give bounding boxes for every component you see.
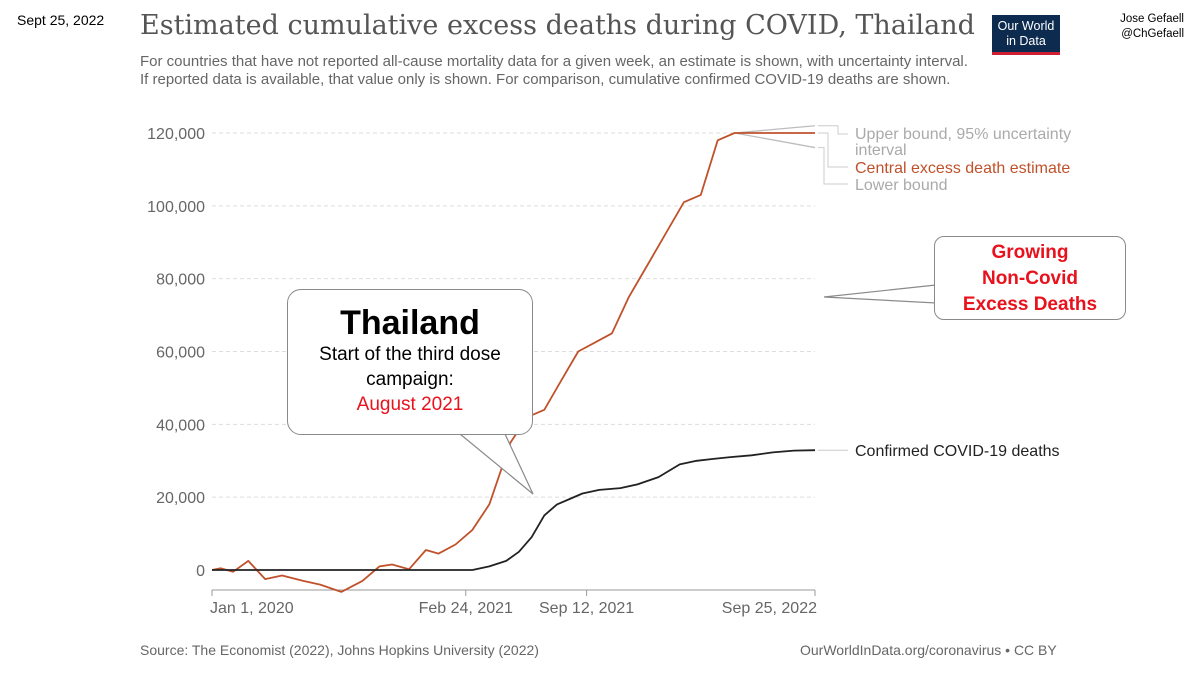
y-tick-label: 0 [196, 563, 205, 580]
y-axis-ticks: 0 20,000 40,000 60,000 80,000 100,000 120,000 [147, 126, 205, 580]
annotation-line2: campaign: [366, 369, 454, 390]
growing-line3: Excess Deaths [962, 294, 1098, 315]
author-credit: Jose Gefaell @ChGefaell [1120, 12, 1184, 42]
callout-pointers [458, 284, 937, 495]
author-name: Jose Gefaell [1120, 13, 1184, 25]
series-lines [211, 125, 816, 593]
growing-line2: Non-Covid [981, 268, 1079, 289]
y-tick-label: 20,000 [156, 490, 205, 507]
legend-connector-lower [818, 147, 848, 185]
logo-line2: in Data [1006, 34, 1046, 48]
x-axis: Jan 1, 2020 Feb 24, 2021 Sep 12, 2021 Sep 2… [210, 589, 817, 617]
y-tick-label: 100,000 [147, 199, 205, 216]
source-text: Source: The Economist (2022), Johns Hopk… [140, 642, 539, 658]
x-tick-label: Sep 25, 2022 [722, 600, 817, 617]
legend-central-estimate: Central excess death estimate [855, 160, 1070, 177]
dose-campaign-annotation: Thailand Start of the third dose campaig… [287, 289, 533, 435]
owid-logo[interactable]: Our World in Data [992, 15, 1060, 55]
legend: Upper bound, 95% uncertaintyintervalCent… [818, 125, 1071, 460]
logo-line1: Our World [997, 19, 1055, 33]
credit-link[interactable]: OurWorldInData.org/coronavirus • CC BY [800, 642, 1057, 658]
legend-connector-upper [818, 125, 848, 135]
legend-upper-bound: Upper bound, 95% uncertainty [855, 126, 1071, 143]
legend-connector-central [818, 132, 848, 168]
chart-title: Estimated cumulative excess deaths durin… [140, 10, 975, 41]
lower-bound-line [734, 132, 816, 149]
x-tick-label: Sep 12, 2021 [539, 600, 634, 617]
central-estimate-line [211, 132, 815, 593]
confirmed-deaths-line [212, 449, 816, 571]
y-tick-label: 60,000 [156, 345, 205, 362]
upper-bound-line [734, 125, 816, 134]
y-tick-label: 40,000 [156, 417, 205, 434]
chart-subtitle: For countries that have not reported all… [140, 53, 968, 88]
x-tick-label: Jan 1, 2020 [210, 600, 294, 617]
legend-confirmed-deaths: Confirmed COVID-19 deaths [855, 443, 1060, 460]
author-handle: @ChGefaell [1121, 28, 1184, 40]
annotation-country: Thailand [340, 304, 480, 342]
growing-excess-annotation: Growing Non-Covid Excess Deaths [934, 236, 1126, 320]
annotation-line1: Start of the third dose [319, 344, 501, 365]
y-tick-label: 80,000 [156, 272, 205, 289]
growing-line1: Growing [991, 242, 1069, 263]
growing-box-tail [823, 284, 937, 304]
corner-date: Sept 25, 2022 [17, 12, 105, 28]
legend-upper-bound-cont: interval [855, 142, 907, 159]
y-tick-label: 120,000 [147, 126, 205, 143]
annotation-date: August 2021 [356, 394, 464, 415]
legend-lower-bound: Lower bound [855, 177, 948, 194]
x-tick-label: Feb 24, 2021 [419, 600, 513, 617]
